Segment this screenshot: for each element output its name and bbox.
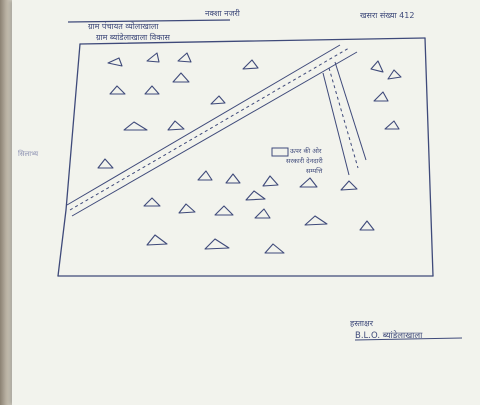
branch-road-centerline	[328, 67, 359, 169]
branch-road-right-edge	[334, 61, 367, 161]
tree-symbol	[143, 197, 161, 207]
tree-symbol	[225, 173, 241, 184]
tree-symbol	[299, 177, 318, 188]
site-box-label-1: ऊपर की ओर	[290, 147, 322, 155]
tree-symbol	[387, 69, 402, 80]
tree-symbol	[172, 72, 190, 83]
side-margin-label: सिलाभ्य	[18, 150, 39, 158]
tree-symbol	[340, 180, 358, 191]
tree-symbol	[177, 52, 192, 63]
site-box-label-3: सम्पत्ति	[306, 167, 323, 175]
header-line-1: ग्राम पंचायत व्योलाखाला	[88, 22, 159, 31]
header-underline	[67, 19, 231, 23]
tree-symbol	[146, 234, 168, 246]
tree-symbol	[242, 59, 259, 70]
tree-symbol	[167, 120, 185, 131]
tree-symbol	[373, 91, 389, 102]
tree-symbol	[245, 190, 266, 201]
tree-symbol	[359, 220, 375, 231]
tree-symbol	[107, 57, 123, 67]
road-centerline	[69, 47, 350, 211]
tree-symbol	[178, 203, 196, 214]
signature-line-1: हस्ताक्षर	[350, 319, 373, 328]
road-edge-lower	[71, 51, 358, 217]
tree-symbol	[264, 243, 285, 254]
map-border-right	[424, 37, 434, 277]
site-marker-box	[271, 147, 289, 157]
reference-number: खसरा संख्या 412	[360, 11, 415, 20]
tree-symbol	[262, 175, 279, 187]
site-box-label-2: सरकारी देनदारी	[286, 157, 323, 165]
tree-symbol	[210, 95, 226, 105]
tree-symbol	[197, 170, 213, 181]
tree-symbol	[123, 121, 148, 131]
tree-symbol	[146, 52, 160, 63]
tree-symbol	[384, 120, 400, 130]
map-border-left	[57, 43, 81, 277]
road-edge-upper	[66, 44, 341, 206]
tree-symbol	[370, 60, 384, 73]
header-line-2: ग्राम ब्यांडेलाखाला विकास	[96, 33, 170, 42]
tree-symbol	[214, 205, 234, 216]
tree-symbol	[109, 85, 126, 95]
signature-line-2: B.L.O. ब्यांडेलाखाला	[355, 331, 423, 341]
paper-sheet	[12, 0, 480, 405]
signature-underline	[354, 337, 463, 341]
tree-symbol	[204, 238, 230, 250]
tree-symbol	[304, 215, 328, 226]
tree-symbol	[97, 158, 114, 169]
branch-road-left-edge	[322, 72, 350, 176]
tree-symbol	[144, 85, 160, 95]
map-border-top	[79, 37, 426, 45]
tree-symbol	[254, 208, 271, 219]
page-title: नक्शा नजरी	[205, 9, 240, 18]
